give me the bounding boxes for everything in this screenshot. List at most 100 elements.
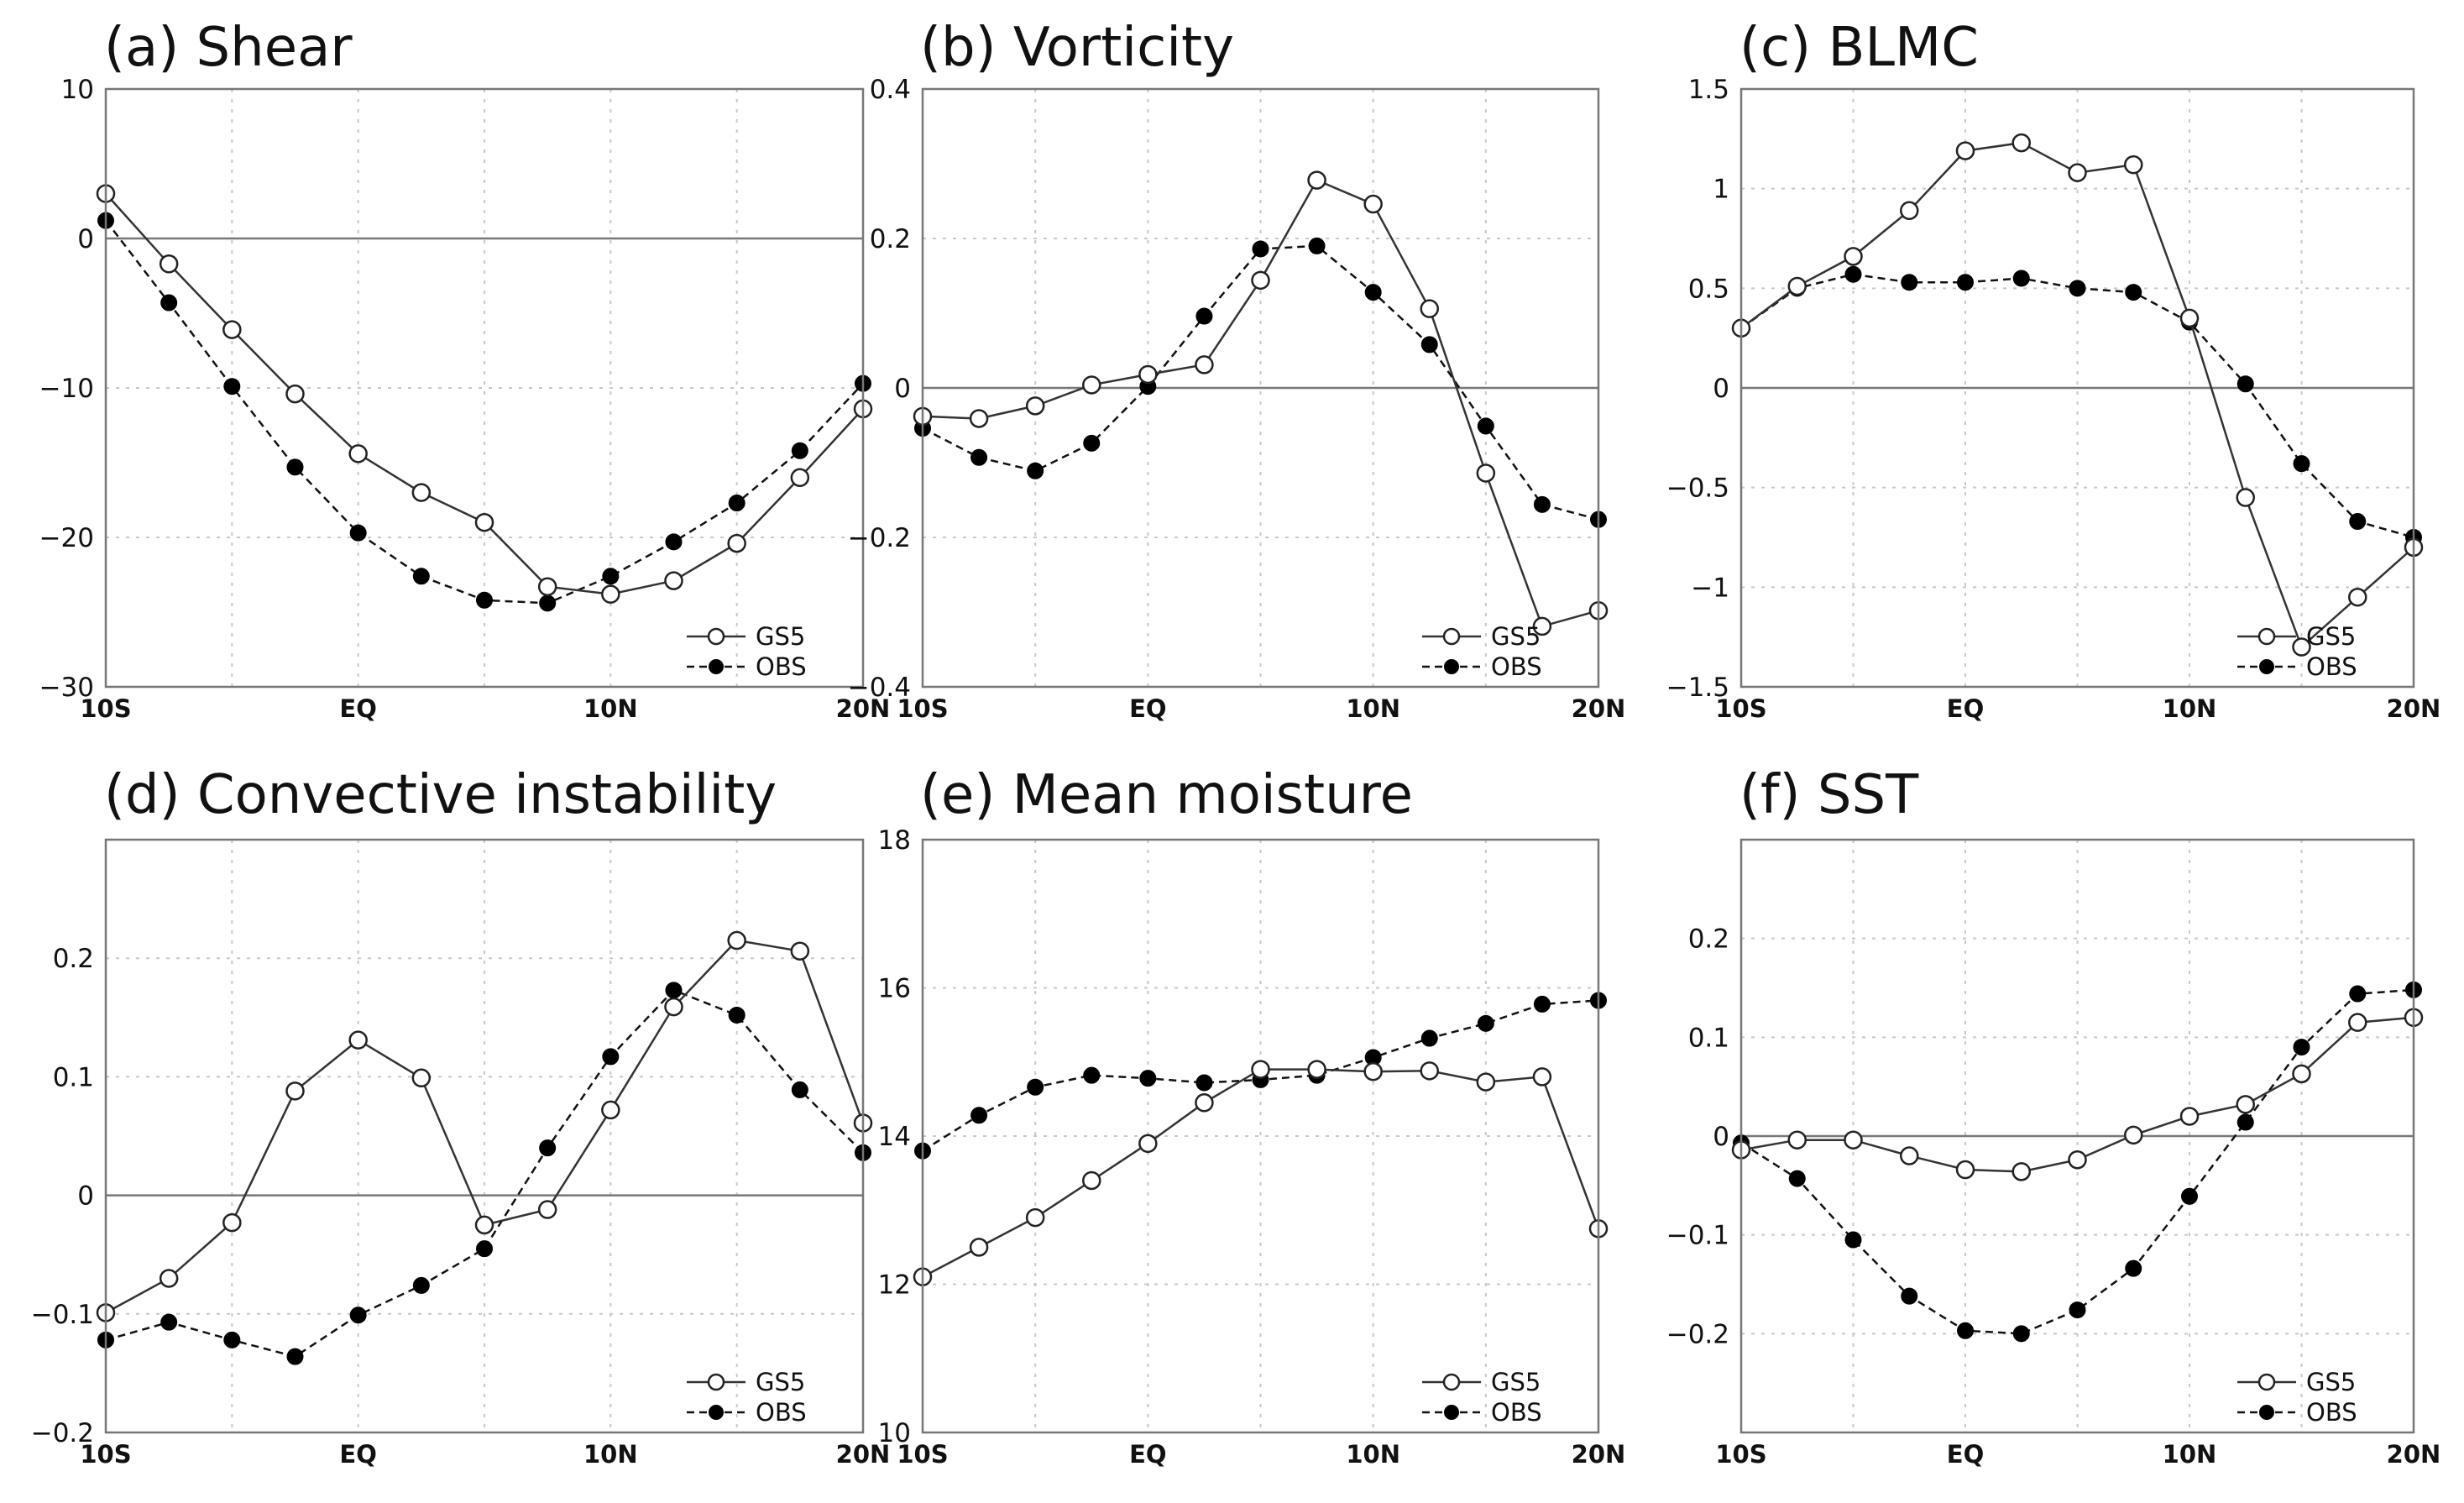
y-tick-label: 0.4: [870, 75, 911, 105]
data-point-obs: [476, 1240, 493, 1258]
legend-marker-gs5: [1442, 627, 1461, 646]
legend-label-obs: OBS: [2306, 1398, 2357, 1427]
legend-marker-obs: [709, 659, 724, 674]
data-point-gs5: [727, 533, 746, 553]
y-tick-label: −0.5: [1666, 474, 1729, 504]
data-point-gs5: [348, 1030, 368, 1050]
y-tick-label: −0.2: [848, 523, 911, 553]
legend-label-gs5: GS5: [756, 1368, 805, 1396]
data-point-gs5: [2068, 163, 2087, 182]
data-point-obs: [1533, 495, 1551, 513]
data-point-gs5: [411, 1068, 432, 1088]
data-point-obs: [665, 982, 683, 999]
data-point-gs5: [285, 384, 305, 404]
data-point-obs: [1901, 274, 1918, 291]
data-point-gs5: [969, 1238, 989, 1257]
chart-title: (e) Mean moisture: [920, 764, 1413, 826]
plot-frame: [104, 838, 865, 1434]
x-tick-label: 20N: [836, 694, 891, 723]
y-tick-label: 14: [878, 1122, 911, 1152]
x-tick-label: 20N: [1572, 694, 1626, 723]
y-tick-label: 0.2: [53, 944, 94, 974]
legend-marker-obs: [1444, 659, 1459, 674]
data-point-gs5: [1138, 364, 1158, 385]
y-tick-label: 18: [878, 825, 911, 856]
data-point-gs5: [1082, 375, 1101, 395]
y-tick-label: 0.2: [1688, 924, 1729, 955]
data-point-obs: [1477, 1014, 1494, 1032]
data-point-gs5: [2292, 637, 2311, 657]
data-point-obs: [349, 524, 367, 542]
data-point-gs5: [1844, 1130, 1863, 1150]
data-point-gs5: [2011, 133, 2031, 153]
y-tick-label: −1: [1691, 573, 1729, 603]
data-point-obs: [476, 591, 493, 609]
plot-frame: [921, 838, 1600, 1434]
data-point-obs: [970, 1107, 988, 1124]
legend-marker-gs5: [1442, 1373, 1461, 1391]
data-point-obs: [412, 1276, 430, 1294]
data-point-obs: [1027, 1078, 1044, 1096]
data-point-obs: [1533, 995, 1551, 1013]
data-point-obs: [2012, 270, 2030, 287]
plot-frame: [1739, 87, 2415, 689]
data-point-obs: [1364, 284, 1382, 301]
plot-frame: [104, 87, 865, 689]
data-point-gs5: [1476, 1072, 1496, 1092]
data-point-gs5: [222, 320, 242, 339]
data-point-gs5: [411, 483, 432, 502]
data-point-obs: [1420, 336, 1438, 353]
data-point-gs5: [1955, 141, 1975, 160]
data-point-gs5: [348, 444, 368, 463]
chart-title: (d) Convective instability: [104, 764, 777, 826]
y-tick-label: 0: [894, 374, 911, 404]
data-point-obs: [2349, 513, 2367, 531]
data-point-obs: [1139, 1070, 1157, 1087]
data-point-gs5: [285, 1081, 305, 1101]
data-point-obs: [223, 378, 241, 395]
y-tick-label: 10: [61, 75, 94, 105]
y-tick-label: −0.1: [1666, 1221, 1729, 1251]
data-point-gs5: [1787, 276, 1807, 296]
y-tick-label: −10: [39, 374, 94, 404]
x-tick-label: EQ: [1947, 694, 1984, 723]
legend-marker-gs5: [2257, 1373, 2276, 1391]
data-point-obs: [2293, 1039, 2310, 1056]
legend-label-obs: OBS: [2306, 652, 2357, 681]
data-point-obs: [602, 568, 620, 585]
data-point-gs5: [1532, 1067, 1552, 1087]
data-point-obs: [539, 594, 557, 612]
x-tick-label: 10S: [80, 694, 131, 723]
x-tick-label: EQ: [1129, 1440, 1166, 1469]
data-point-obs: [1844, 1231, 1862, 1249]
data-point-gs5: [2011, 1162, 2031, 1181]
legend-label-gs5: GS5: [2306, 1368, 2356, 1396]
chart-title: (c) BLMC: [1739, 17, 1979, 79]
data-point-obs: [1901, 1287, 1918, 1305]
data-point-obs: [728, 1006, 745, 1024]
data-point-gs5: [1251, 1060, 1270, 1079]
data-point-gs5: [1844, 247, 1863, 266]
x-tick-label: 10S: [897, 1440, 948, 1469]
y-tick-label: 0: [77, 224, 94, 254]
data-point-gs5: [159, 254, 179, 274]
data-point-gs5: [1195, 355, 1214, 374]
data-point-gs5: [2348, 587, 2367, 607]
legend-label-gs5: GS5: [756, 622, 805, 651]
x-tick-label: 10S: [897, 694, 948, 723]
x-tick-label: 20N: [2387, 694, 2441, 723]
y-tick-label: 12: [878, 1270, 911, 1301]
data-point-obs: [2293, 455, 2310, 473]
legend-label-obs: OBS: [756, 652, 807, 681]
data-point-obs: [1252, 240, 1269, 258]
data-point-gs5: [537, 577, 557, 596]
y-tick-label: 1.5: [1688, 75, 1729, 105]
data-point-obs: [2012, 1325, 2030, 1343]
data-point-obs: [286, 1348, 304, 1365]
data-point-gs5: [1420, 299, 1439, 318]
